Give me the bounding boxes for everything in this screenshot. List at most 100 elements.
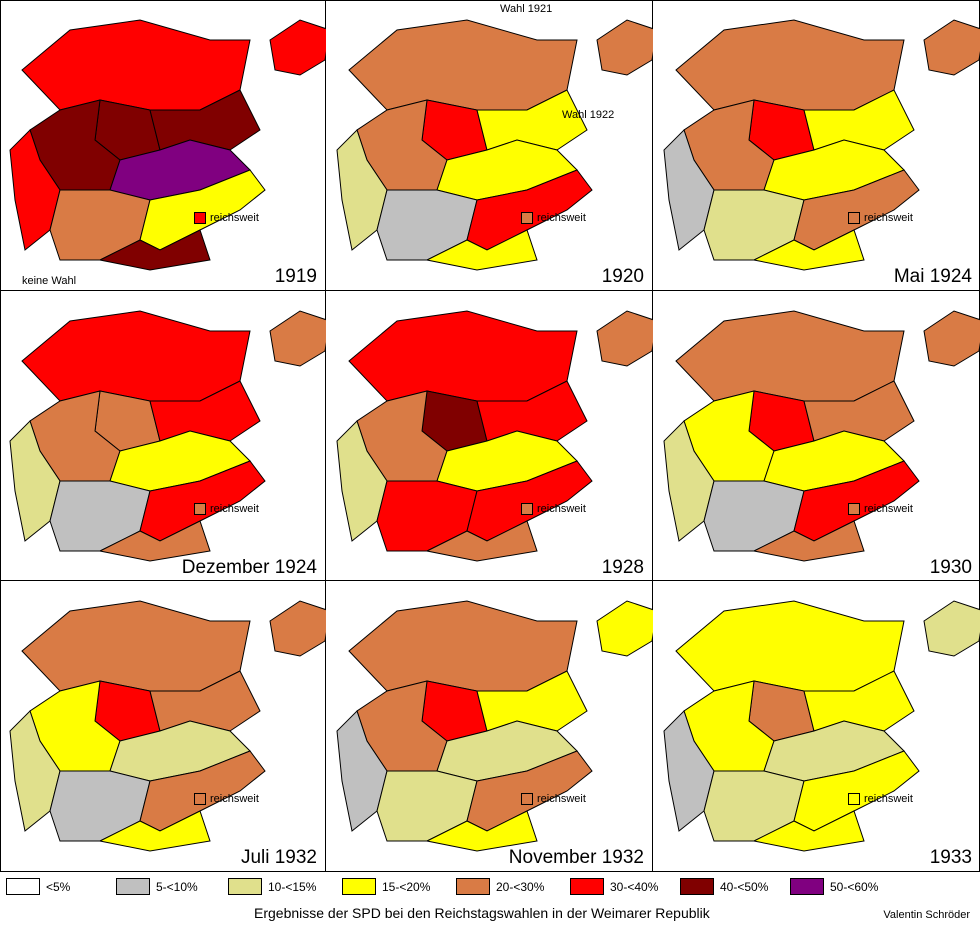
nationwide-label: reichsweit <box>537 503 586 515</box>
nationwide-label: reichsweit <box>864 503 913 515</box>
legend: <5% 5-<10% 10-<15% 15-<20% 20-<30% 30-<4… <box>0 872 980 898</box>
electoral-region <box>336 129 388 251</box>
nationwide-swatch <box>848 212 860 224</box>
map-panel: reichsweit 1930 <box>654 291 980 581</box>
nationwide-label: reichsweit <box>537 212 586 224</box>
panel-year-label: Dezember 1924 <box>181 557 317 578</box>
electoral-region <box>752 229 865 271</box>
map-panel: reichsweit 1933 <box>654 581 980 871</box>
electoral-region <box>663 420 715 542</box>
germany-map <box>663 600 980 852</box>
legend-label: 20-<30% <box>496 879 545 894</box>
row-divider <box>0 290 980 291</box>
electoral-region <box>348 600 578 692</box>
legend-item: 40-<50% <box>680 878 768 895</box>
map-panel: reichsweit Juli 1932 <box>0 581 326 871</box>
legend-item: 30-<40% <box>570 878 658 895</box>
electoral-region <box>752 520 865 562</box>
legend-swatch <box>6 878 40 895</box>
germany-map <box>9 310 326 562</box>
legend-swatch <box>228 878 262 895</box>
legend-item: 10-<15% <box>228 878 316 895</box>
map-panel: reichsweit 1919 <box>0 0 326 290</box>
map-panel: reichsweit Mai 1924 <box>654 0 980 290</box>
electoral-region <box>9 129 61 251</box>
no-vote-note: keine Wahl <box>22 275 77 287</box>
electoral-region <box>663 129 715 251</box>
nationwide-marker: reichsweit <box>194 793 259 805</box>
electoral-region <box>425 520 538 562</box>
electoral-region <box>21 600 251 692</box>
germany-map <box>336 19 653 271</box>
nationwide-swatch <box>521 503 533 515</box>
nationwide-marker: reichsweit <box>521 793 586 805</box>
legend-swatch <box>680 878 714 895</box>
legend-label: 10-<15% <box>268 879 317 894</box>
panel-year-label: 1933 <box>929 847 972 868</box>
panel-year-label: November 1932 <box>508 847 644 868</box>
map-panel: reichsweit November 1932 <box>327 581 653 871</box>
panel-year-label: Juli 1932 <box>240 847 317 868</box>
electoral-region <box>923 19 980 76</box>
legend-item: 20-<30% <box>456 878 544 895</box>
electoral-region <box>348 19 578 111</box>
electoral-region <box>21 19 251 111</box>
legend-swatch <box>116 878 150 895</box>
legend-label: 15-<20% <box>382 879 431 894</box>
electoral-region <box>98 810 211 852</box>
germany-map <box>9 600 326 852</box>
nationwide-label: reichsweit <box>537 793 586 805</box>
electoral-region <box>21 310 251 402</box>
electoral-region <box>596 310 653 367</box>
germany-map <box>336 600 653 852</box>
legend-swatch <box>570 878 604 895</box>
legend-label: 40-<50% <box>720 879 769 894</box>
map-panel: reichsweit 1920 <box>327 0 653 290</box>
panel-year-label: 1920 <box>601 266 644 287</box>
nationwide-marker: reichsweit <box>848 503 913 515</box>
nationwide-marker: reichsweit <box>521 503 586 515</box>
electoral-region <box>98 520 211 562</box>
nationwide-label: reichsweit <box>864 212 913 224</box>
nationwide-label: reichsweit <box>210 212 259 224</box>
electoral-region <box>425 229 538 271</box>
vote-1922-note: Wahl 1922 <box>562 109 615 121</box>
nationwide-label: reichsweit <box>864 793 913 805</box>
legend-swatch <box>790 878 824 895</box>
legend-label: 50-<60% <box>830 879 879 894</box>
electoral-region <box>336 710 388 832</box>
nationwide-swatch <box>194 212 206 224</box>
panel-year-label: 1930 <box>929 557 972 578</box>
map-panel: reichsweit 1928 <box>327 291 653 581</box>
electoral-region <box>923 310 980 367</box>
map-panel: reichsweit Dezember 1924 <box>0 291 326 581</box>
electoral-region <box>269 19 326 76</box>
germany-map <box>663 310 980 562</box>
electoral-region <box>675 600 905 692</box>
electoral-region <box>269 310 326 367</box>
vote-1921-note: Wahl 1921 <box>500 3 553 15</box>
electoral-region <box>923 600 980 657</box>
nationwide-label: reichsweit <box>210 503 259 515</box>
electoral-region <box>675 19 905 111</box>
nationwide-marker: reichsweit <box>194 503 259 515</box>
electoral-region <box>596 600 653 657</box>
nationwide-marker: reichsweit <box>848 793 913 805</box>
electoral-region <box>675 310 905 402</box>
legend-label: <5% <box>46 879 71 894</box>
figure-caption: Ergebnisse der SPD bei den Reichstagswah… <box>254 905 710 921</box>
electoral-region <box>98 229 211 271</box>
legend-swatch <box>456 878 490 895</box>
panel-year-label: Mai 1924 <box>893 266 972 287</box>
legend-item: 15-<20% <box>342 878 430 895</box>
electoral-region <box>596 19 653 76</box>
electoral-region <box>663 710 715 832</box>
panel-year-label: 1919 <box>274 266 317 287</box>
nationwide-marker: reichsweit <box>521 212 586 224</box>
panel-year-label: 1928 <box>601 557 644 578</box>
electoral-region <box>9 710 61 832</box>
electoral-region <box>348 310 578 402</box>
legend-item: 50-<60% <box>790 878 878 895</box>
legend-item: <5% <box>6 878 70 895</box>
electoral-region <box>269 600 326 657</box>
